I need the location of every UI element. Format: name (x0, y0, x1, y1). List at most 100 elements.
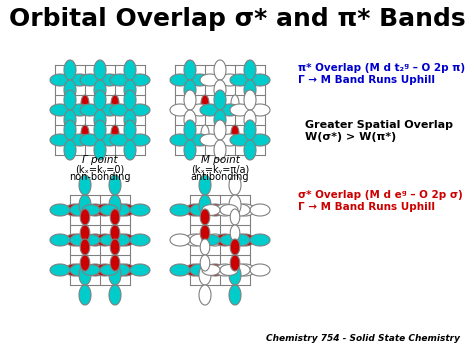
Polygon shape (110, 209, 120, 225)
Polygon shape (220, 104, 240, 116)
Polygon shape (244, 110, 256, 130)
Polygon shape (244, 90, 256, 110)
Polygon shape (220, 134, 240, 146)
Text: M point: M point (201, 155, 239, 165)
Polygon shape (184, 80, 196, 100)
Polygon shape (220, 204, 238, 215)
Polygon shape (250, 264, 270, 276)
Polygon shape (230, 239, 240, 255)
Polygon shape (200, 225, 210, 241)
Polygon shape (50, 104, 70, 116)
Polygon shape (110, 204, 130, 216)
Polygon shape (235, 234, 255, 246)
Polygon shape (65, 264, 85, 276)
Polygon shape (65, 204, 85, 216)
Polygon shape (94, 140, 106, 160)
Polygon shape (244, 120, 256, 140)
Polygon shape (70, 234, 90, 246)
Polygon shape (64, 110, 76, 130)
Text: (kₓ=kᵧ=π/a): (kₓ=kᵧ=π/a) (191, 164, 249, 174)
Polygon shape (100, 134, 120, 146)
Polygon shape (214, 80, 226, 100)
Polygon shape (190, 204, 210, 216)
Polygon shape (82, 264, 100, 275)
Polygon shape (50, 264, 70, 276)
Polygon shape (230, 104, 250, 116)
Polygon shape (230, 264, 250, 276)
Polygon shape (244, 60, 256, 80)
Polygon shape (200, 239, 210, 255)
Polygon shape (184, 140, 196, 160)
Polygon shape (201, 125, 209, 143)
Polygon shape (80, 255, 90, 271)
Polygon shape (230, 134, 250, 146)
Polygon shape (110, 74, 130, 86)
Polygon shape (185, 204, 205, 216)
Polygon shape (100, 104, 120, 116)
Polygon shape (230, 255, 240, 271)
Polygon shape (79, 265, 91, 285)
Polygon shape (70, 204, 90, 216)
Text: Greater Spatial Overlap: Greater Spatial Overlap (305, 120, 453, 130)
Polygon shape (190, 74, 210, 86)
Polygon shape (250, 104, 270, 116)
Polygon shape (199, 285, 211, 305)
Polygon shape (100, 74, 120, 86)
Polygon shape (190, 234, 210, 246)
Polygon shape (200, 104, 220, 116)
Polygon shape (205, 264, 225, 276)
Polygon shape (229, 195, 241, 215)
Text: Γ → M Band Runs Uphill: Γ → M Band Runs Uphill (298, 75, 435, 85)
Polygon shape (85, 204, 105, 216)
Polygon shape (201, 95, 209, 113)
Polygon shape (109, 285, 121, 305)
Polygon shape (70, 134, 90, 146)
Polygon shape (130, 264, 150, 276)
Polygon shape (64, 80, 76, 100)
Polygon shape (170, 204, 190, 216)
Polygon shape (229, 285, 241, 305)
Polygon shape (200, 74, 220, 86)
Polygon shape (100, 264, 118, 275)
Polygon shape (244, 80, 256, 100)
Text: σ* Overlap (M d eᵍ – O 2p σ): σ* Overlap (M d eᵍ – O 2p σ) (298, 190, 463, 200)
Polygon shape (231, 95, 239, 113)
Polygon shape (110, 255, 120, 271)
Polygon shape (184, 60, 196, 80)
Polygon shape (235, 204, 255, 216)
Polygon shape (95, 264, 115, 276)
Polygon shape (50, 134, 70, 146)
Polygon shape (200, 134, 220, 146)
Polygon shape (64, 120, 76, 140)
Polygon shape (130, 104, 150, 116)
Polygon shape (110, 225, 120, 241)
Polygon shape (111, 95, 119, 113)
Polygon shape (79, 195, 91, 215)
Polygon shape (130, 74, 150, 86)
Polygon shape (109, 195, 121, 215)
Polygon shape (80, 209, 90, 225)
Polygon shape (124, 80, 136, 100)
Polygon shape (64, 90, 76, 110)
Polygon shape (215, 234, 235, 246)
Polygon shape (199, 195, 211, 215)
Polygon shape (110, 104, 130, 116)
Polygon shape (94, 110, 106, 130)
Polygon shape (110, 234, 130, 246)
Polygon shape (81, 95, 89, 113)
Polygon shape (170, 104, 190, 116)
Polygon shape (94, 90, 106, 110)
Polygon shape (50, 74, 70, 86)
Polygon shape (184, 90, 196, 110)
Polygon shape (110, 264, 130, 276)
Polygon shape (235, 264, 255, 276)
Polygon shape (250, 234, 270, 246)
Polygon shape (82, 235, 100, 245)
Polygon shape (244, 140, 256, 160)
Polygon shape (100, 235, 118, 245)
Polygon shape (230, 74, 250, 86)
Polygon shape (202, 204, 220, 215)
Text: W(σ*) > W(π*): W(σ*) > W(π*) (305, 132, 396, 142)
Text: Orbital Overlap σ* and π* Bands: Orbital Overlap σ* and π* Bands (9, 7, 465, 31)
Polygon shape (220, 235, 238, 245)
